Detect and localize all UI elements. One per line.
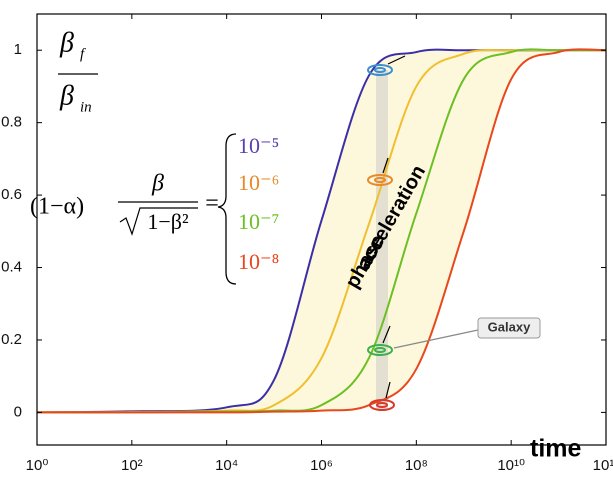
legend-label: 10⁻⁵ <box>238 133 279 158</box>
ylabel-bottom-sub: in <box>80 99 92 115</box>
formula-denominator: 1−β² <box>147 209 189 234</box>
spiral <box>369 399 395 411</box>
y-tick-label: 0 <box>14 403 22 420</box>
galaxy-label: Galaxy <box>488 319 531 334</box>
sqrt-sign <box>119 207 198 236</box>
x-tick-label: 10¹⁰ <box>497 457 525 474</box>
y-tick-label: 0.2 <box>1 331 22 348</box>
ylabel-bottom: β <box>59 80 74 111</box>
galaxy-box <box>477 317 541 339</box>
spiral <box>374 67 386 73</box>
legend: 10⁻⁵ 10⁻⁶ 10⁻⁷ 10⁻⁸ <box>238 133 279 274</box>
spiral <box>367 64 393 76</box>
x-axis-label: time <box>530 435 582 463</box>
ylabel-top: β <box>59 27 74 58</box>
spiral <box>367 174 393 186</box>
x-tick-label: 10² <box>121 457 143 474</box>
legend-label: 10⁻⁷ <box>238 209 279 234</box>
x-tick-label: 10⁴ <box>215 457 238 474</box>
spiral-icons <box>367 55 479 411</box>
y-tick-label: 0.4 <box>1 258 22 275</box>
spiral <box>374 347 386 353</box>
brace <box>217 133 237 285</box>
y-tick-label: 0.6 <box>1 186 22 203</box>
formula-numerator: β <box>151 171 164 197</box>
legend-label: 10⁻⁸ <box>238 249 279 274</box>
formula-prefix: (1−α) <box>30 194 84 220</box>
spiral <box>374 177 386 183</box>
legend-label: 10⁻⁶ <box>238 170 279 195</box>
ylabel-top-sub: f <box>80 46 86 62</box>
plot-area <box>37 49 606 413</box>
leader-line <box>393 329 479 349</box>
x-tick-label: 10¹² <box>593 457 613 474</box>
arrow <box>382 55 406 399</box>
y-tick-label: 1 <box>14 41 22 58</box>
y-tick-label: 0.8 <box>1 114 22 131</box>
x-tick-label: 10⁰ <box>26 457 49 474</box>
x-tick-label: 10⁶ <box>310 457 333 474</box>
formula-equals: = <box>205 191 219 217</box>
x-tick-label: 10⁸ <box>405 457 428 474</box>
spiral <box>376 402 388 408</box>
phase-strip <box>376 70 388 410</box>
phase-band <box>37 49 606 413</box>
spiral <box>367 344 393 356</box>
